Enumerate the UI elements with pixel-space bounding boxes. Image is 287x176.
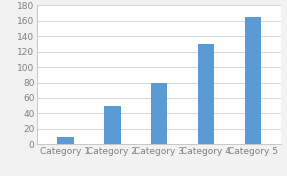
Bar bbox=[57, 137, 74, 144]
Bar bbox=[245, 17, 261, 144]
Bar bbox=[104, 106, 121, 144]
Bar bbox=[151, 83, 168, 144]
Bar bbox=[198, 44, 214, 144]
